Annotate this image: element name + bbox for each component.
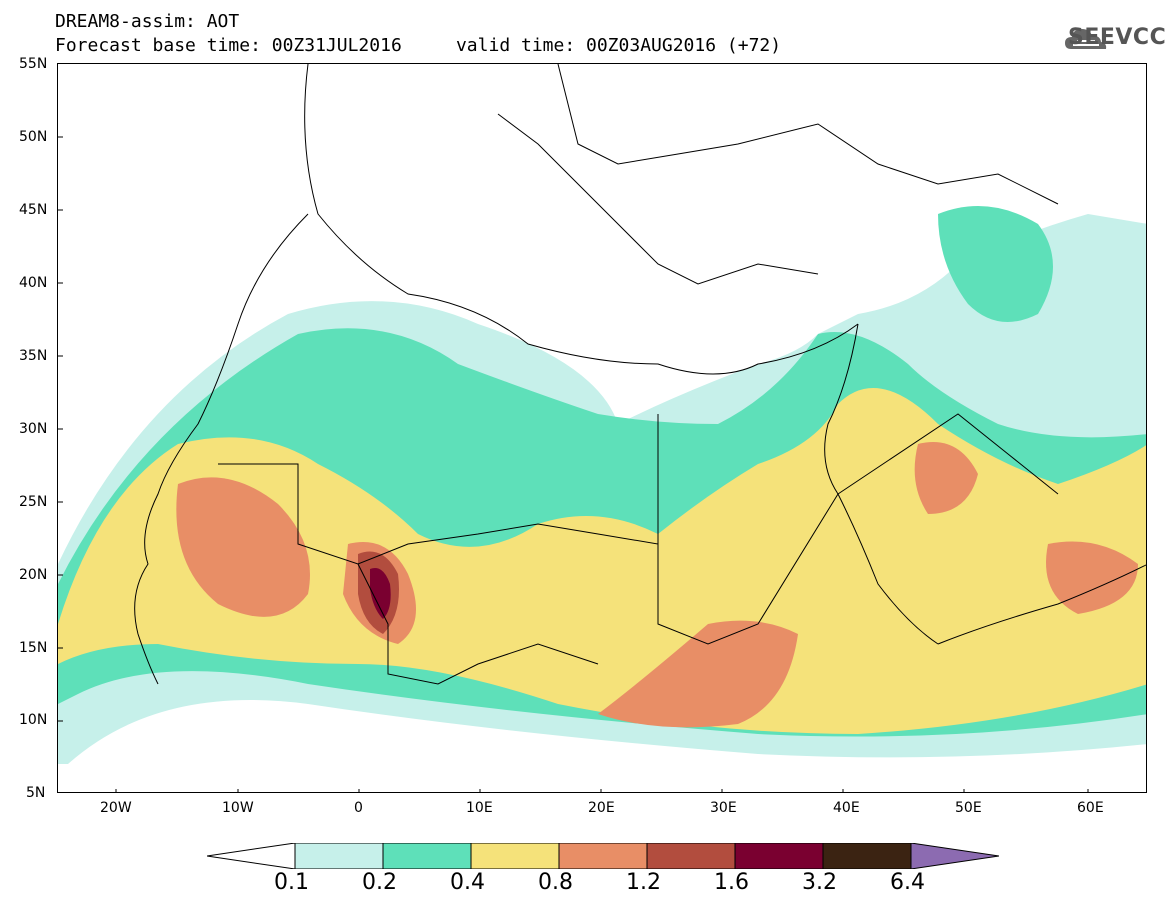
colorbar-label: 0.8 [538, 870, 573, 895]
aot-map-canvas [58, 64, 1146, 792]
map-title: DREAM8-assim: AOT [55, 11, 240, 32]
aot-band-0.8-arabia [914, 442, 978, 514]
colorbar-label: 1.2 [626, 870, 661, 895]
lat-label: 55N [19, 56, 48, 72]
lat-label: 30N [19, 421, 48, 437]
country-borders [134, 64, 1146, 685]
lon-label: 10E [466, 800, 493, 816]
colorbar-label: 1.6 [714, 870, 749, 895]
colorbar-segment [382, 843, 472, 869]
lon-label: 50E [955, 800, 982, 816]
colorbar-label: 0.4 [450, 870, 485, 895]
lat-label: 5N [26, 785, 46, 801]
aot-band-0.4 [58, 388, 1146, 734]
aot-band-0.8-oman [1046, 541, 1138, 614]
aot-band-0.8-sudan [598, 620, 798, 728]
colorbar-segment [734, 843, 824, 869]
lon-label: 0 [354, 800, 363, 816]
lat-label: 40N [19, 275, 48, 291]
lon-label: 20W [100, 800, 132, 816]
mediterranean-white [438, 294, 818, 364]
lat-label: 25N [19, 494, 48, 510]
lon-label: 10W [222, 800, 254, 816]
lat-label: 10N [19, 712, 48, 728]
lat-label: 50N [19, 129, 48, 145]
cloud-icon [1065, 29, 1107, 49]
lon-label: 40E [833, 800, 860, 816]
colorbar-segment [910, 843, 999, 869]
aot-colorbar [207, 843, 999, 869]
lon-label: 60E [1077, 800, 1104, 816]
brand-logo-text: SEEVCCC [1068, 25, 1165, 50]
graticule-ticks [58, 136, 1089, 792]
colorbar-segment [558, 843, 648, 869]
lon-label: 30E [710, 800, 737, 816]
colorbar-label: 0.2 [362, 870, 397, 895]
colorbar-segment [470, 843, 560, 869]
aot-band-0.2-caspian [938, 206, 1053, 322]
lat-label: 15N [19, 640, 48, 656]
lat-label: 20N [19, 567, 48, 583]
forecast-time-subtitle: Forecast base time: 00Z31JUL2016 valid t… [55, 35, 782, 56]
lat-label: 45N [19, 202, 48, 218]
colorbar-segment [207, 843, 296, 869]
colorbar-segment [646, 843, 736, 869]
aot-band-0.8-west [176, 477, 310, 617]
colorbar-segment [822, 843, 912, 869]
lat-label: 35N [19, 348, 48, 364]
aot-map [57, 63, 1147, 793]
colorbar-label: 6.4 [890, 870, 925, 895]
aot-band-1.6-core [370, 568, 391, 619]
colorbar-label: 3.2 [802, 870, 837, 895]
colorbar-segment [294, 843, 384, 869]
colorbar-label: 0.1 [274, 870, 309, 895]
lon-label: 20E [588, 800, 615, 816]
